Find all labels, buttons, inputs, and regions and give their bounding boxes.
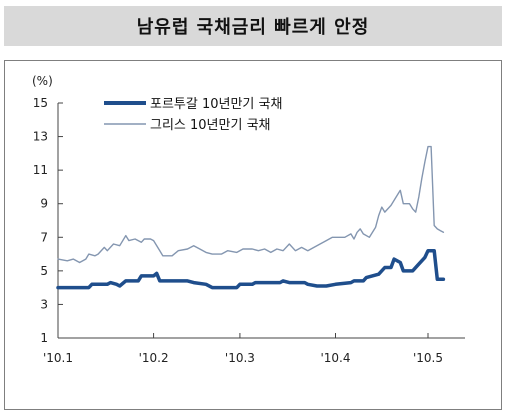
legend-label: 그리스 10년만기 국채 (150, 118, 271, 133)
series-line (57, 145, 445, 264)
y-tick-label: 5 (40, 264, 48, 278)
x-tick-label: '10.3 (225, 351, 255, 365)
y-tick-label: 7 (40, 230, 48, 244)
y-tick-label: 3 (40, 297, 48, 311)
y-tick-label: 1 (40, 331, 48, 345)
x-tick-label: '10.2 (139, 351, 169, 365)
y-tick-label: 11 (33, 163, 48, 177)
y-tick-label: 15 (33, 96, 48, 110)
chart-title-band: 남유럽 국채금리 빠르게 안정 (4, 6, 502, 46)
x-tick-label: '10.5 (413, 351, 443, 365)
y-tick-label: 13 (33, 130, 48, 144)
y-tick-label: 9 (40, 197, 48, 211)
chart-title: 남유럽 국채금리 빠르게 안정 (136, 17, 370, 38)
chart-frame (4, 60, 502, 410)
y-unit-label: (%) (32, 74, 53, 88)
series-group (56, 145, 446, 290)
x-tick-label: '10.4 (320, 351, 350, 365)
legend-label: 포르투갈 10년만기 국채 (150, 97, 282, 112)
series-line (56, 248, 446, 290)
x-tick-label: '10.1 (43, 351, 73, 365)
